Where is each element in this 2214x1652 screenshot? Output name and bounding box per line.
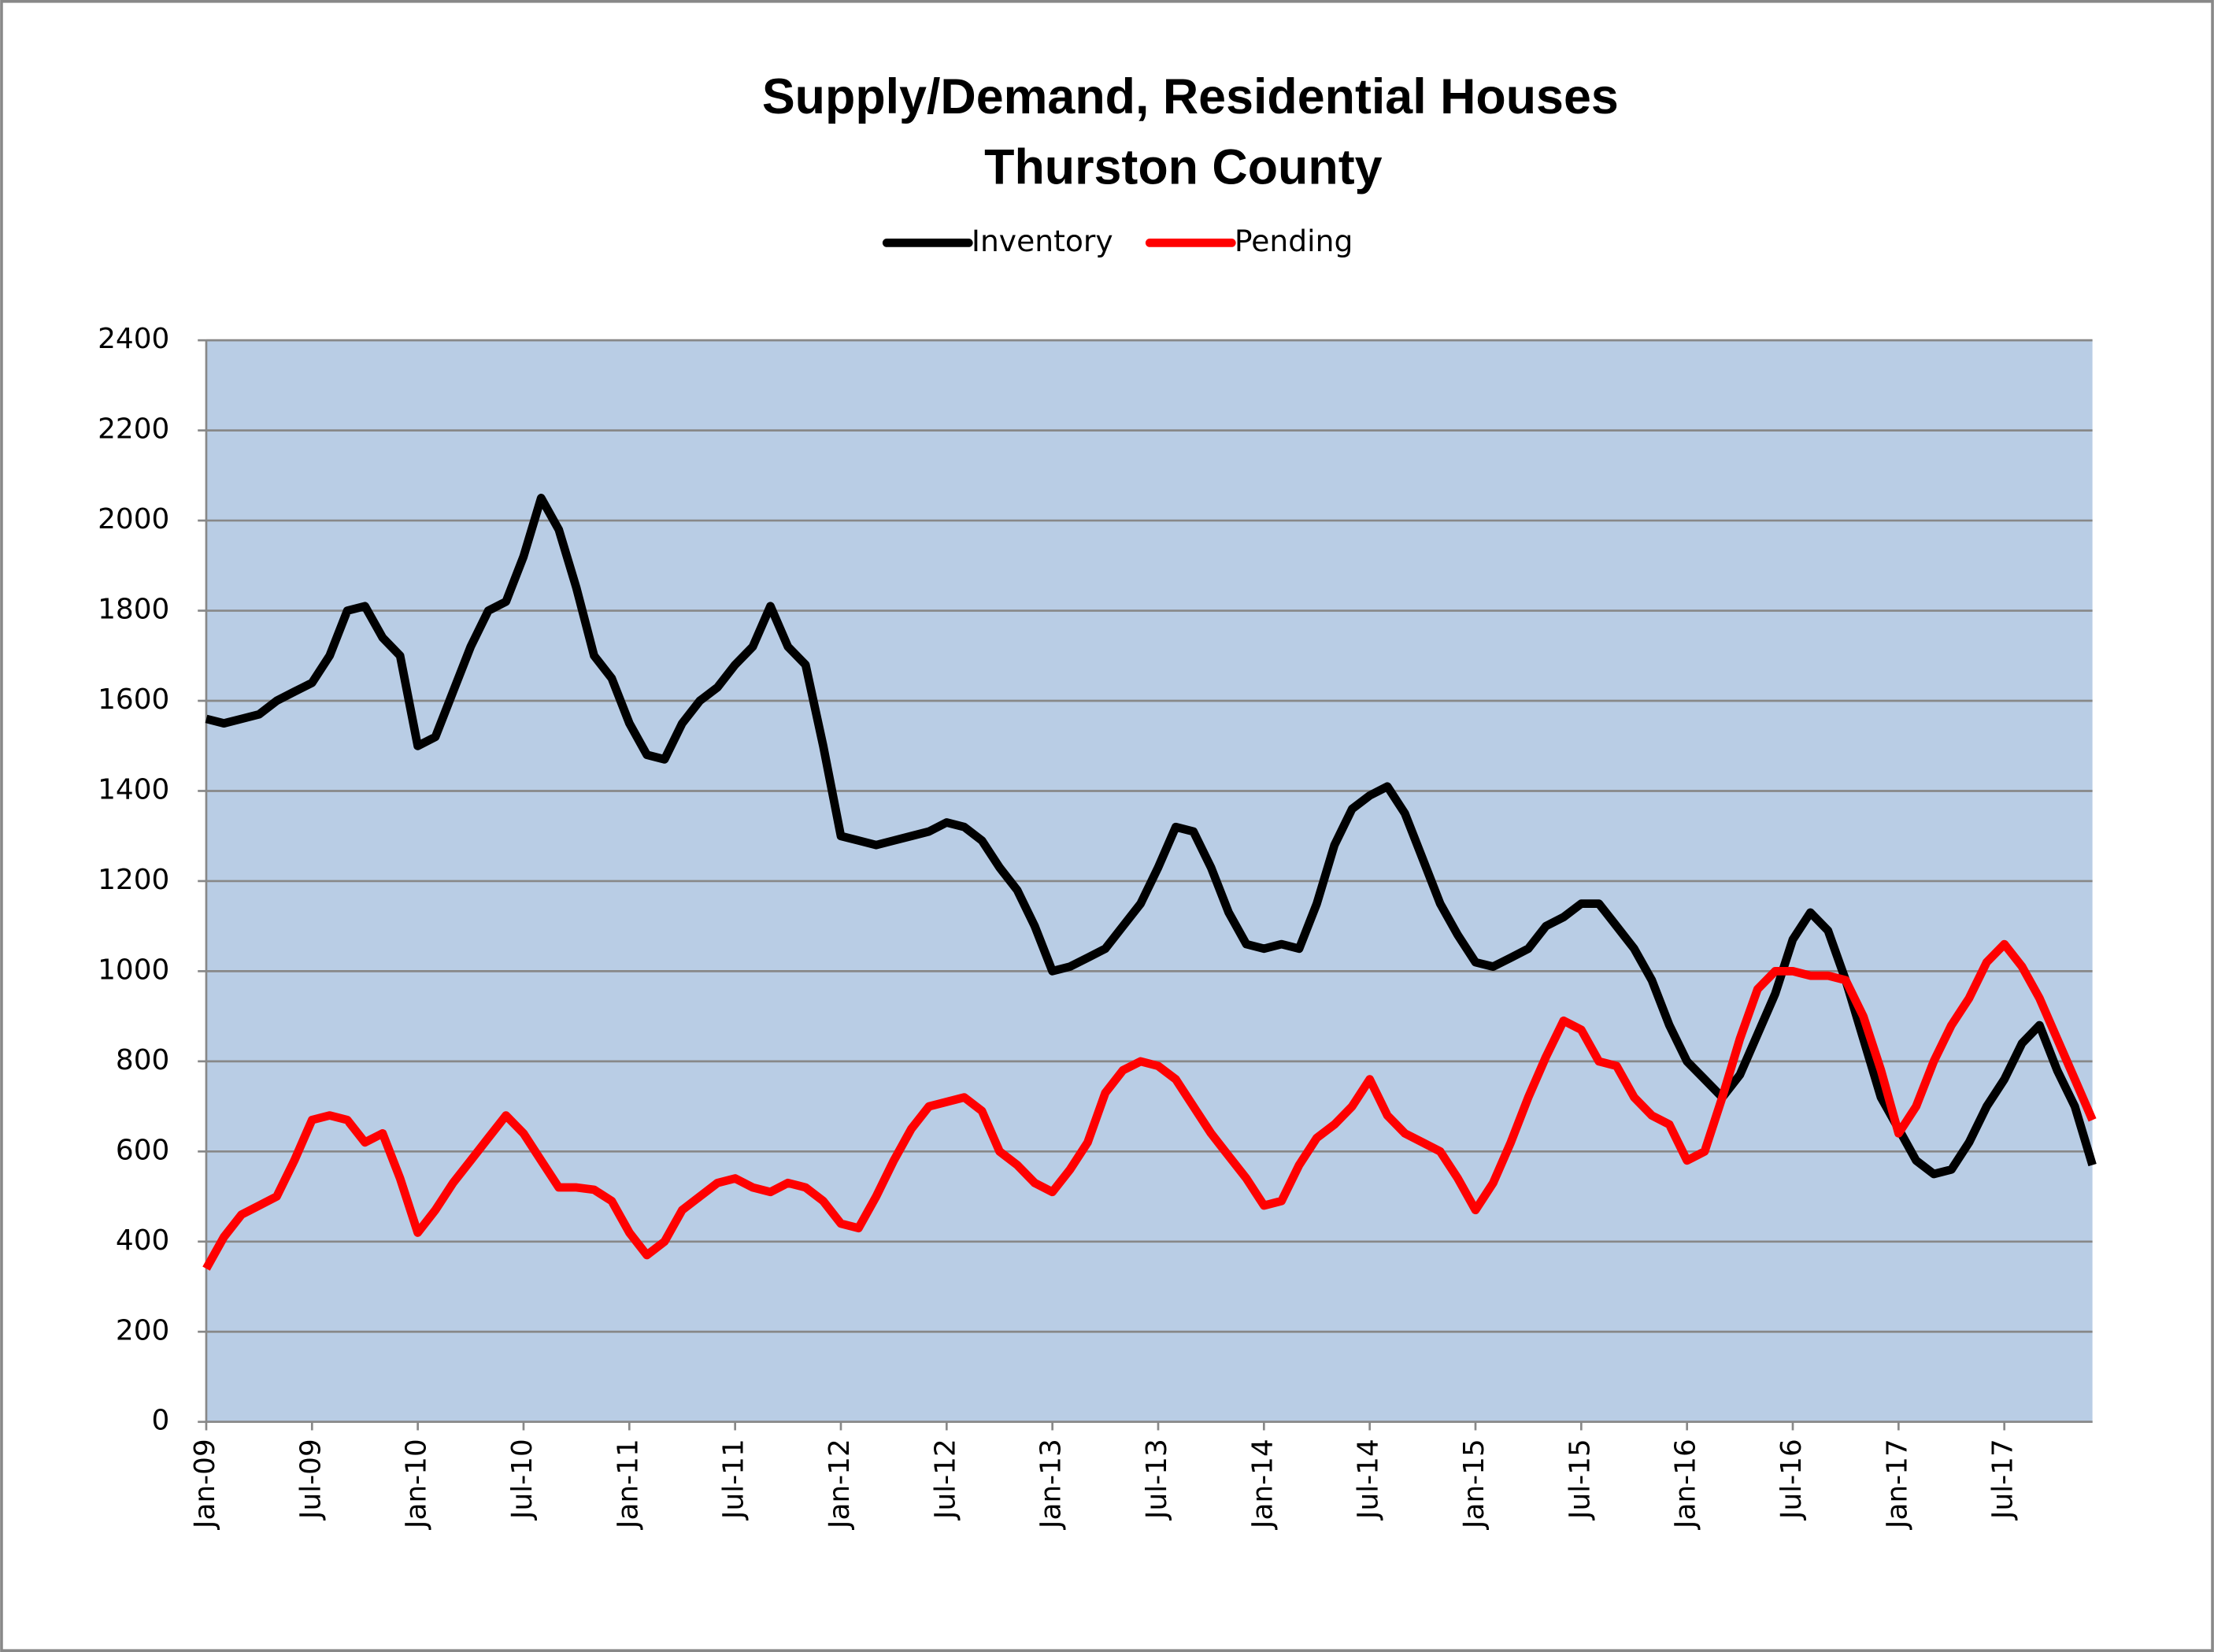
y-tick-label: 1000 bbox=[98, 954, 169, 986]
y-tick-label: 1400 bbox=[98, 773, 169, 806]
legend-label: Pending bbox=[1235, 224, 1353, 258]
chart-subtitle: Thurston County bbox=[984, 140, 1383, 195]
x-tick-label: Jan-15 bbox=[1458, 1439, 1490, 1530]
y-tick-label: 2000 bbox=[98, 503, 169, 535]
x-tick-label: Jul-17 bbox=[1987, 1439, 2020, 1521]
x-tick-label: Jan-14 bbox=[1246, 1439, 1279, 1530]
x-tick-label: Jul-15 bbox=[1564, 1439, 1596, 1521]
x-tick-label: Jul-14 bbox=[1353, 1439, 1385, 1521]
x-tick-label: Jan-17 bbox=[1881, 1439, 1913, 1530]
chart-title: Supply/Demand, Residential Houses bbox=[762, 69, 1619, 124]
series-line bbox=[202, 939, 2097, 1271]
y-tick-label: 400 bbox=[116, 1224, 169, 1257]
x-tick-label: Jan-10 bbox=[401, 1439, 433, 1530]
y-tick-label: 600 bbox=[116, 1134, 169, 1166]
y-tick-label: 1200 bbox=[98, 864, 169, 896]
y-tick-label: 0 bbox=[152, 1405, 170, 1437]
y-tick-label: 2400 bbox=[98, 323, 169, 355]
y-tick-label: 800 bbox=[116, 1044, 169, 1076]
x-tick-label: Jan-11 bbox=[612, 1439, 644, 1530]
x-tick-label: Jul-12 bbox=[929, 1439, 961, 1521]
x-tick-label: Jul-10 bbox=[506, 1439, 539, 1521]
series-line bbox=[205, 494, 2097, 1179]
x-tick-label: Jan-13 bbox=[1035, 1439, 1068, 1530]
y-tick-label: 1800 bbox=[98, 594, 169, 626]
x-tick-label: Jan-16 bbox=[1670, 1439, 1702, 1530]
x-tick-label: Jul-13 bbox=[1141, 1439, 1173, 1521]
x-tick-label: Jan-12 bbox=[824, 1439, 856, 1530]
y-tick-label: 1600 bbox=[98, 683, 169, 716]
legend-label: Inventory bbox=[972, 224, 1113, 258]
y-tick-label: 2200 bbox=[98, 413, 169, 446]
x-tick-label: Jul-09 bbox=[294, 1439, 327, 1521]
y-tick-label: 200 bbox=[116, 1314, 169, 1346]
x-tick-label: Jan-09 bbox=[189, 1439, 221, 1530]
x-tick-label: Jul-11 bbox=[718, 1439, 750, 1521]
x-tick-label: Jul-16 bbox=[1775, 1439, 1808, 1521]
